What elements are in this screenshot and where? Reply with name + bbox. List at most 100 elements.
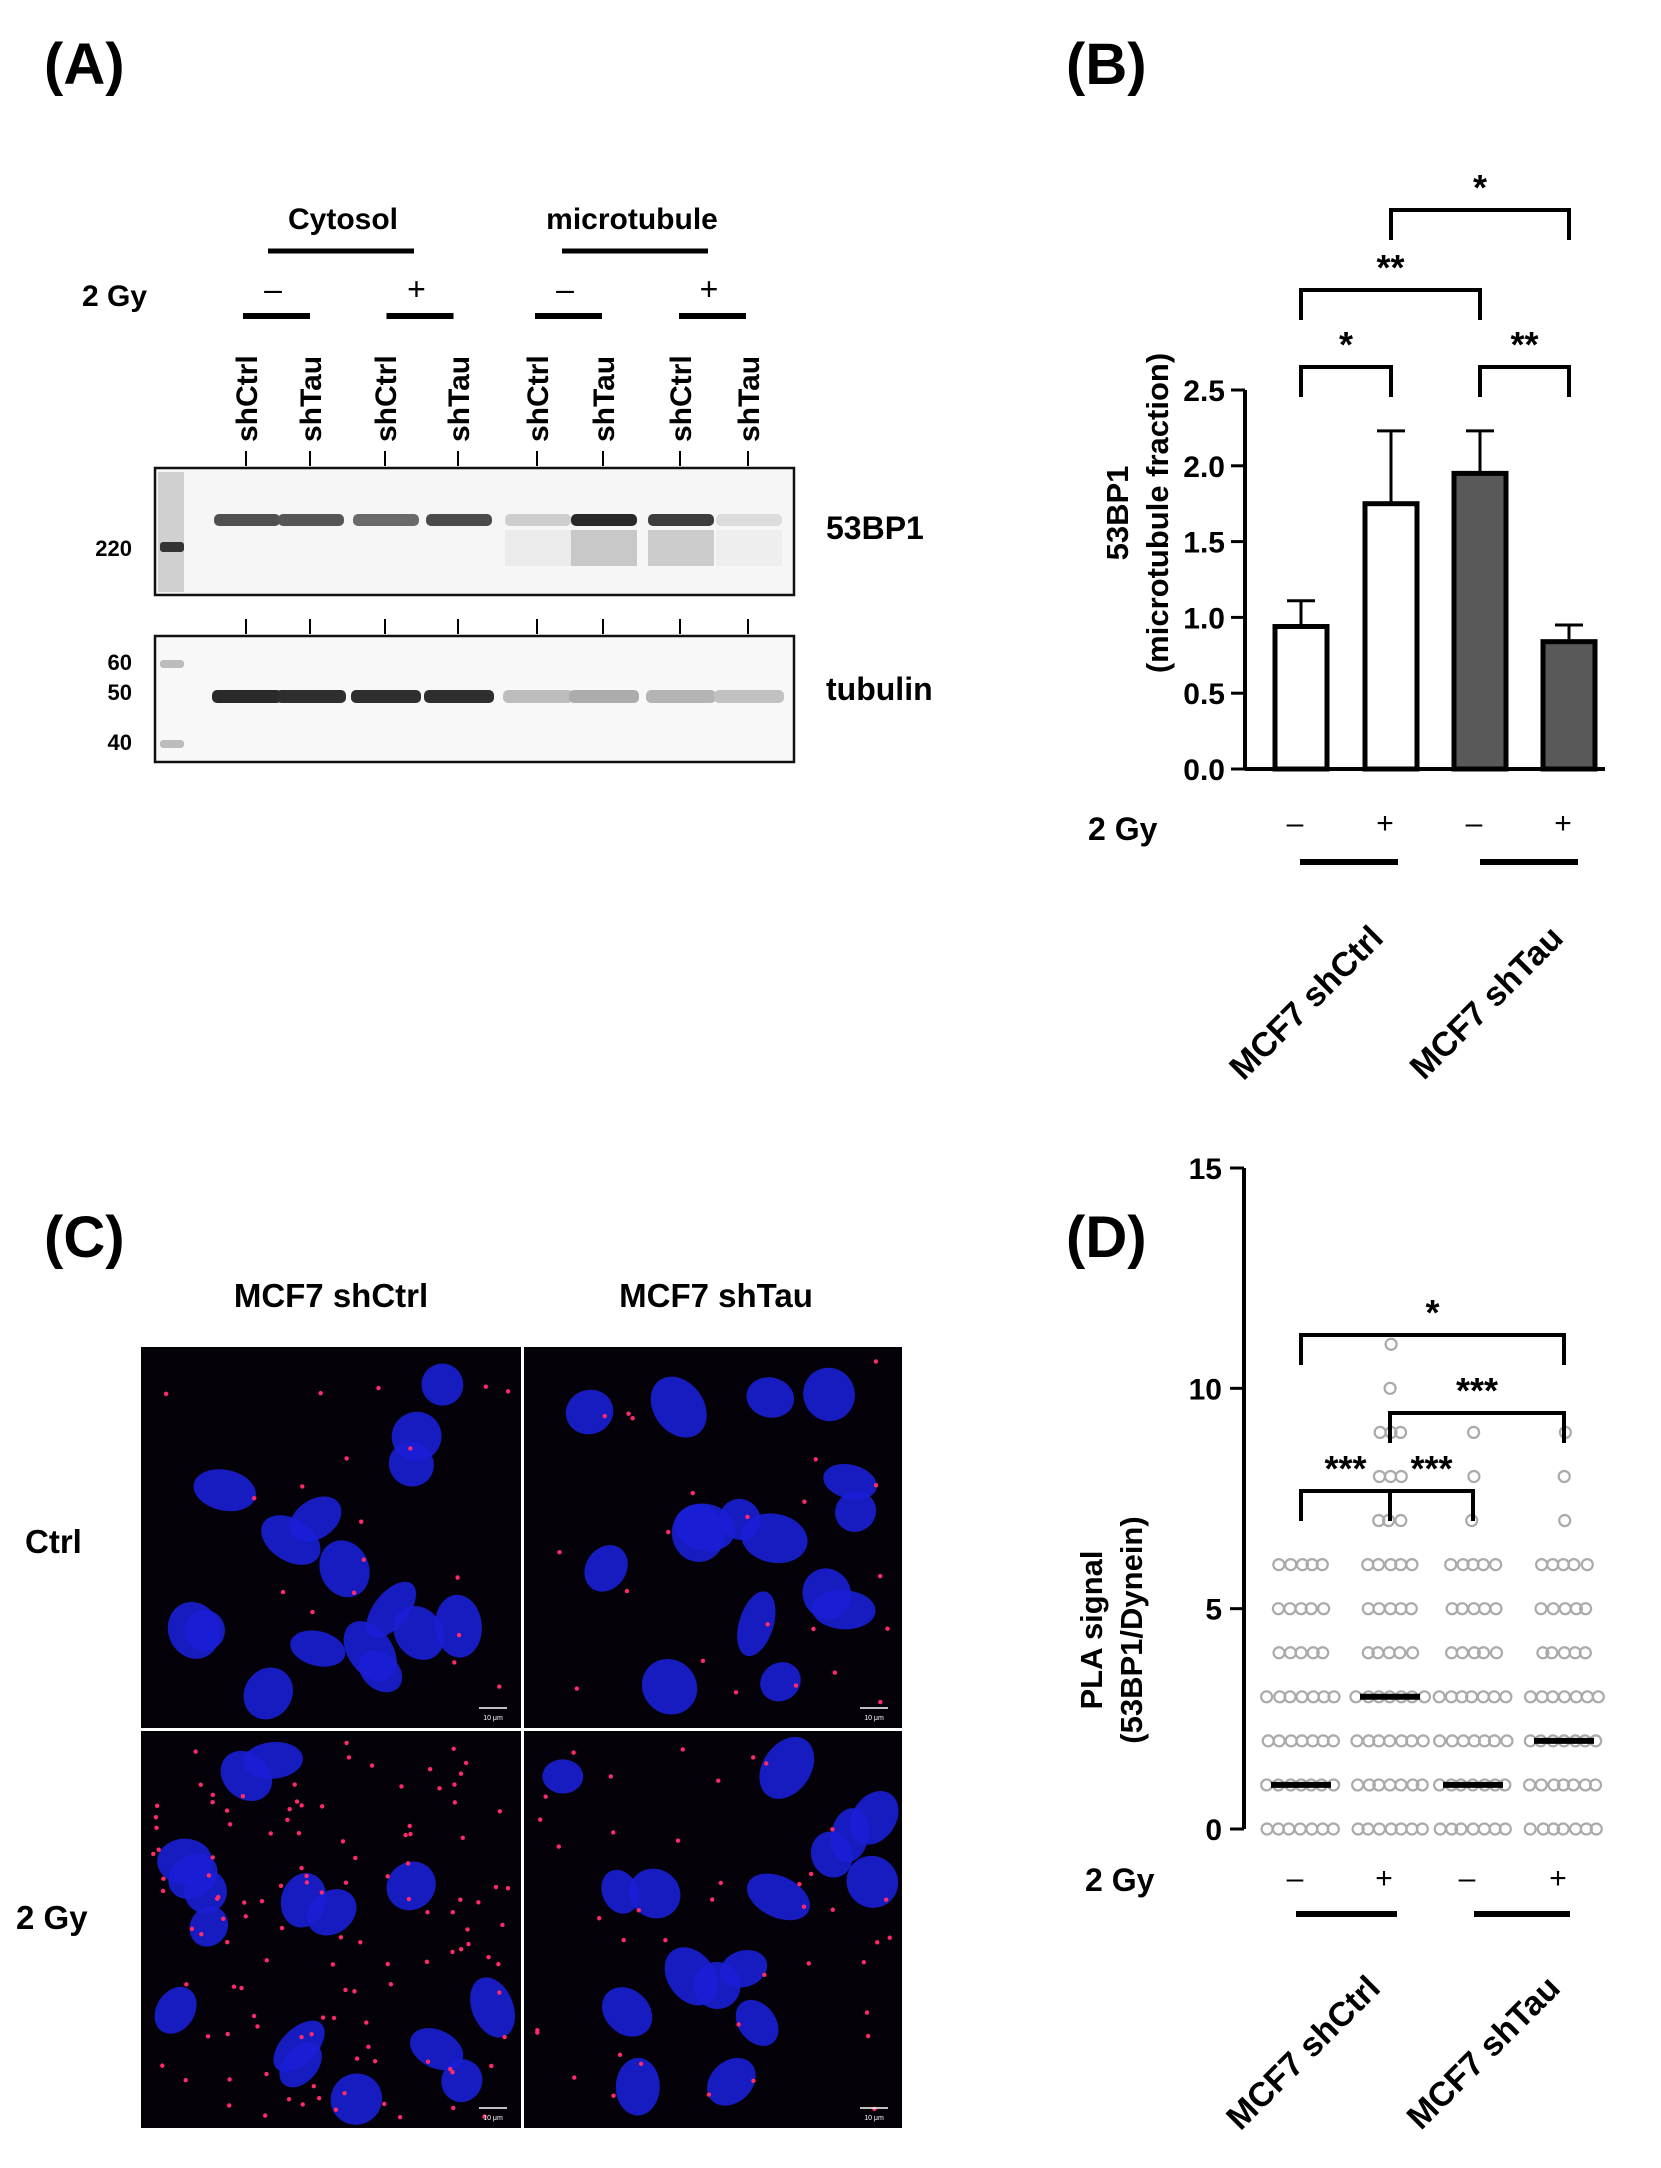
data-point <box>1535 1557 1549 1572</box>
pla-dot <box>280 1589 286 1595</box>
data-point <box>1382 1646 1396 1660</box>
pla-dot <box>361 1557 366 1562</box>
marker-40-label: 40 <box>108 730 132 755</box>
pla-dot <box>294 1799 300 1804</box>
group-cytosol-label: Cytosol <box>288 203 398 236</box>
cell-nucleus <box>707 2057 756 2106</box>
bar <box>1540 639 1598 772</box>
pla-dot <box>875 1940 880 1945</box>
panel-a-dose-sign: – <box>264 271 282 307</box>
pla-dot <box>304 1873 309 1879</box>
pla-dot <box>239 1985 244 1991</box>
pla-dot <box>493 1884 499 1890</box>
pla-dot <box>286 2097 292 2102</box>
data-point <box>1588 1778 1603 1792</box>
cell-nucleus <box>330 2073 383 2125</box>
pla-dot <box>210 1799 215 1805</box>
pla-dot <box>331 2015 337 2021</box>
data-point <box>1405 1557 1419 1572</box>
band-tubulin <box>424 690 494 703</box>
data-point <box>1361 1602 1375 1616</box>
lane-label: shCtrl <box>522 355 555 442</box>
pla-dot <box>716 1778 721 1783</box>
pla-dot <box>832 1670 838 1675</box>
smear-53bp1 <box>571 530 637 566</box>
band-53bp1 <box>426 514 492 526</box>
pla-dot <box>736 2022 741 2027</box>
data-point <box>1580 1690 1594 1704</box>
pla-dot <box>638 2061 644 2066</box>
pla-dot <box>482 2114 487 2119</box>
cell-nucleus <box>615 2057 660 2116</box>
data-point <box>1272 1734 1286 1748</box>
pla-dot <box>299 1865 304 1871</box>
pla-dot <box>877 1573 883 1579</box>
significance-bracket <box>1478 365 1571 397</box>
pla-dot <box>496 1961 501 1967</box>
cell-nucleus <box>846 1855 899 1908</box>
pla-dot <box>830 1827 835 1832</box>
panel-b-dose-label: 2 Gy <box>1088 811 1158 847</box>
pla-dot <box>885 1626 890 1631</box>
pla-dot <box>358 1940 363 1945</box>
data-point <box>1467 1469 1481 1484</box>
panel-b-dose-sign: – <box>1287 807 1304 840</box>
row-label-ctrl: Ctrl <box>25 1523 82 1560</box>
pla-dot <box>883 1897 889 1902</box>
cell-nucleus <box>737 1591 776 1657</box>
pla-dot <box>611 1830 616 1835</box>
pla-dot <box>425 2059 431 2064</box>
pla-dot <box>463 1760 469 1766</box>
data-point <box>1476 1557 1490 1572</box>
pla-dot <box>556 1844 561 1849</box>
data-point <box>1283 1602 1297 1616</box>
panel-d-dose-label: 2 Gy <box>1085 1862 1155 1898</box>
pla-dot <box>666 1529 671 1535</box>
pla-dot <box>465 1927 470 1932</box>
cell-nucleus <box>601 1869 639 1914</box>
data-point <box>1476 1646 1491 1660</box>
pla-dot <box>309 2032 314 2037</box>
data-point <box>1372 1513 1386 1528</box>
panel-b-ytick-label: 0.5 <box>1183 678 1225 711</box>
data-point <box>1579 1602 1593 1616</box>
marker-50-label: 50 <box>108 680 132 705</box>
pla-dot <box>486 1954 491 1960</box>
cell-nucleus <box>306 1889 357 1936</box>
data-point <box>1271 1602 1285 1616</box>
pla-dot <box>300 1484 305 1489</box>
data-point <box>1393 1425 1408 1440</box>
data-point <box>1383 1381 1397 1395</box>
pla-dot <box>333 2107 339 2112</box>
data-point <box>1589 1822 1603 1836</box>
data-point <box>1293 1822 1307 1836</box>
pla-dot <box>793 1683 799 1688</box>
data-point <box>1545 1646 1559 1660</box>
data-point <box>1383 1778 1397 1792</box>
data-point <box>1351 1778 1365 1792</box>
cell-nucleus <box>746 1377 795 1418</box>
cell-nucleus <box>584 1545 628 1592</box>
pla-dot <box>700 1658 706 1664</box>
data-point <box>1556 1557 1570 1572</box>
scale-bar-label: 10 μm <box>483 1715 503 1722</box>
pla-dot <box>382 2101 387 2107</box>
data-point <box>1557 1469 1571 1484</box>
pla-dot <box>690 1490 695 1496</box>
cell-nucleus <box>410 2028 464 2071</box>
data-point <box>1306 1690 1320 1704</box>
significance-bracket <box>1299 365 1393 397</box>
significance-bracket <box>1388 1411 1566 1443</box>
panel-a-dose-label: 2 Gy <box>82 280 147 313</box>
pla-dot <box>154 1825 159 1830</box>
pla-dot <box>251 2013 257 2019</box>
pla-dot <box>636 1908 642 1913</box>
significance-bracket <box>1389 208 1571 240</box>
group-label: MCF7 shTau <box>1400 1969 1568 2137</box>
data-point <box>1260 1822 1274 1836</box>
smear-53bp1 <box>716 530 782 566</box>
data-point <box>1394 1469 1408 1484</box>
data-point <box>1415 1778 1429 1792</box>
pla-dot <box>285 1817 290 1823</box>
pla-dot <box>224 1808 230 1813</box>
